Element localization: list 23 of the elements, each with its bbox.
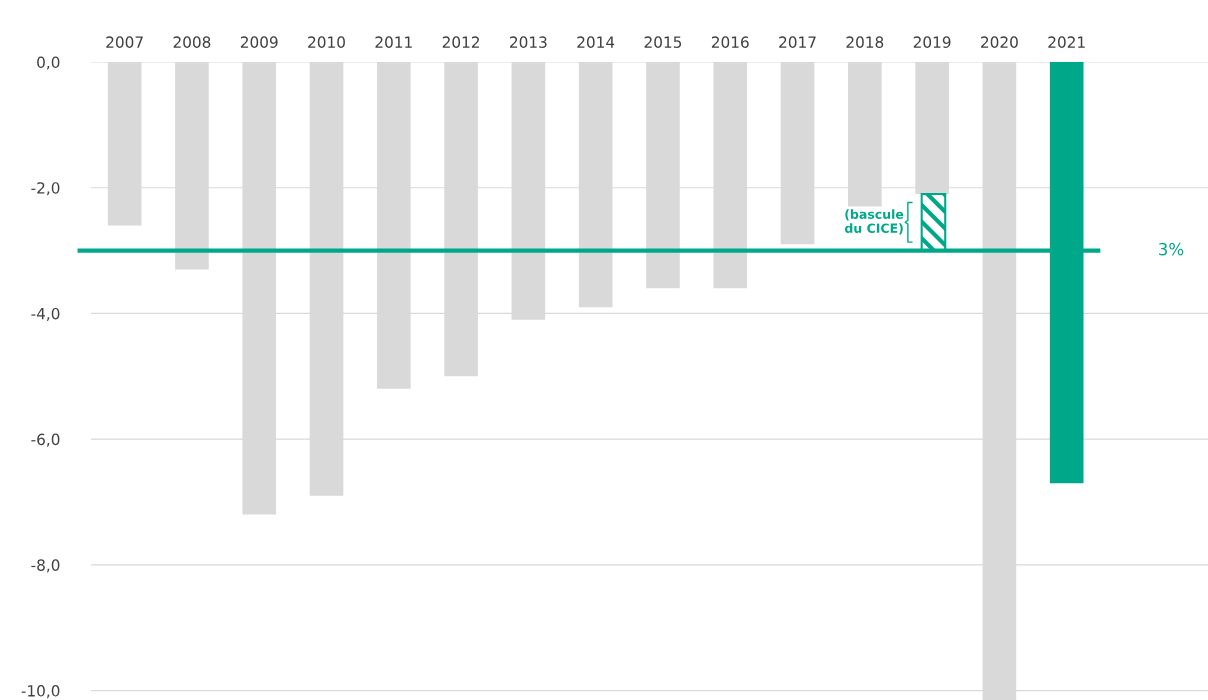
- x-tick-label: 2009: [240, 36, 278, 48]
- text: 3%: [1159, 242, 1184, 256]
- x-tick-label: 2019: [913, 36, 951, 48]
- y-tick-label: 0,0: [37, 56, 60, 70]
- x-tick-label: 2008: [173, 36, 211, 48]
- x-tick-label: 2007: [106, 36, 143, 48]
- annotation: (bascule du CICE): [844, 209, 904, 235]
- x-tick-label: 2013: [510, 36, 547, 48]
- y-tick-label: -8,0: [31, 559, 60, 573]
- y-tick-label: -4,0: [31, 307, 60, 322]
- y-tick-label: -6,0: [31, 433, 60, 447]
- x-tick-label: 2016: [711, 36, 749, 48]
- x-tick-label: 2020: [981, 36, 1018, 48]
- x-tick-label: 2021: [1048, 36, 1085, 48]
- x-tick-label: 2010: [308, 36, 345, 48]
- x-tick-label: 2018: [846, 36, 884, 48]
- x-tick-label: 2012: [442, 36, 479, 48]
- x-tick-label: 2011: [375, 36, 412, 48]
- x-tick-label: 2014: [577, 36, 615, 48]
- y-tick-label: -10,0: [21, 685, 60, 699]
- x-tick-label: 2015: [644, 36, 682, 48]
- x-tick-label: 2017: [779, 36, 816, 48]
- y-tick-label: -2,0: [31, 182, 60, 196]
